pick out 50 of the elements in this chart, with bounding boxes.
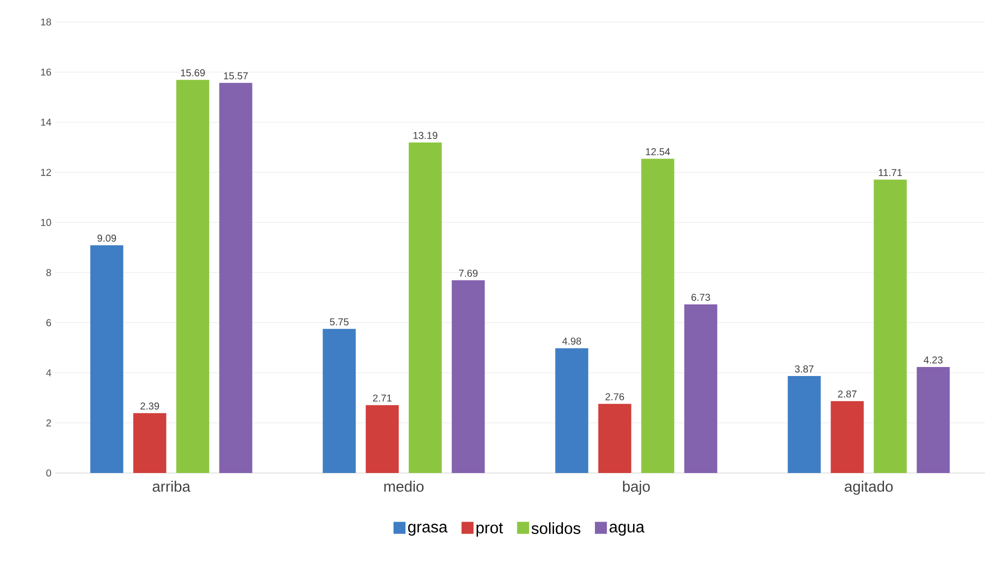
bar bbox=[322, 328, 356, 473]
bar bbox=[408, 142, 442, 473]
data-label: 6.73 bbox=[692, 294, 710, 301]
legend-label: prot bbox=[476, 522, 503, 537]
bar bbox=[90, 245, 124, 473]
data-label: 3.87 bbox=[794, 365, 814, 372]
data-label: 11.71 bbox=[878, 169, 902, 176]
bar bbox=[684, 304, 718, 473]
y-tick-label: 18 bbox=[41, 18, 52, 26]
data-label: 2.39 bbox=[140, 402, 160, 410]
legend-label: agua bbox=[610, 524, 644, 536]
y-tick-label: 12 bbox=[41, 168, 51, 176]
data-label: 4.98 bbox=[562, 338, 582, 345]
data-label: 2.71 bbox=[373, 394, 392, 402]
bar bbox=[452, 280, 485, 473]
y-tick-label: 2 bbox=[46, 419, 51, 426]
data-label: 12.54 bbox=[646, 148, 670, 156]
x-tick-label: arriba bbox=[152, 480, 190, 492]
data-label: 15.69 bbox=[181, 69, 205, 76]
bar bbox=[830, 401, 864, 473]
bar bbox=[788, 376, 821, 473]
y-tick-label: 6 bbox=[46, 319, 52, 326]
legend-label: grasa bbox=[408, 524, 448, 536]
data-label: 2.87 bbox=[838, 390, 856, 398]
y-tick-label: 14 bbox=[41, 118, 52, 126]
data-label: 13.19 bbox=[414, 132, 438, 139]
legend-label: solidos bbox=[532, 522, 580, 534]
data-label: 4.23 bbox=[924, 356, 943, 364]
y-tick-label: 16 bbox=[41, 68, 52, 76]
x-tick-label: bajo bbox=[623, 480, 650, 495]
bar bbox=[598, 404, 632, 473]
bar bbox=[219, 82, 252, 473]
bar bbox=[133, 413, 166, 473]
bar bbox=[555, 348, 588, 473]
x-tick-label: agitado bbox=[844, 480, 893, 495]
bar bbox=[641, 158, 674, 473]
x-tick-label: medio bbox=[384, 480, 424, 492]
data-label: 7.69 bbox=[459, 270, 478, 277]
y-tick-label: 4 bbox=[46, 369, 52, 376]
data-label: 5.75 bbox=[330, 318, 349, 326]
y-tick-label: 8 bbox=[46, 269, 52, 276]
data-label: 2.76 bbox=[606, 393, 624, 400]
data-label: 9.09 bbox=[98, 234, 116, 242]
data-label: 15.57 bbox=[224, 72, 248, 80]
bar bbox=[874, 180, 907, 473]
y-tick-label: 10 bbox=[41, 218, 52, 226]
bar bbox=[916, 367, 950, 473]
bar bbox=[366, 405, 399, 473]
bar bbox=[176, 80, 210, 473]
y-tick-label: 0 bbox=[46, 469, 52, 477]
